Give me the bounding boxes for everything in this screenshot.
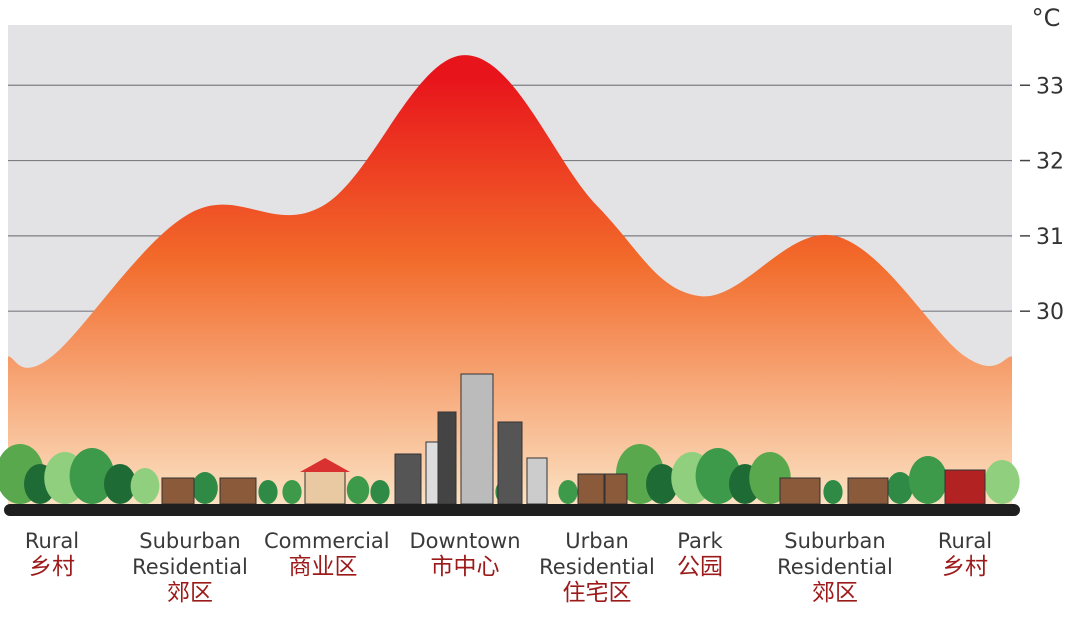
- building: [944, 469, 986, 505]
- tree: [646, 464, 678, 504]
- category-en: Downtown: [409, 529, 521, 553]
- building: [161, 477, 195, 505]
- tree: [370, 480, 390, 504]
- building: [779, 477, 821, 505]
- building: [437, 411, 457, 505]
- category-en: Suburban Residential: [777, 529, 893, 579]
- tree: [192, 472, 218, 504]
- building: [497, 421, 523, 505]
- category-en: Rural: [24, 529, 80, 553]
- category-zh: 住宅区: [562, 580, 632, 606]
- category-label: Rural 乡村: [0, 528, 117, 580]
- tree: [558, 480, 578, 504]
- tree: [887, 472, 913, 504]
- category-zh: 乡村: [29, 554, 75, 580]
- category-zh: 郊区: [167, 580, 213, 606]
- roof: [300, 458, 350, 472]
- building: [304, 469, 346, 505]
- category-zh: 公园: [677, 554, 723, 580]
- category-label: Urban Residential 住宅区: [532, 528, 662, 606]
- tree: [346, 476, 370, 504]
- tree: [282, 480, 302, 504]
- building: [847, 477, 889, 505]
- category-en: Rural: [937, 529, 993, 553]
- tree: [130, 468, 160, 504]
- category-en: Commercial: [264, 529, 390, 553]
- category-label: Suburban Residential 郊区: [125, 528, 255, 606]
- tree: [908, 456, 948, 504]
- building: [577, 473, 605, 505]
- building: [526, 457, 548, 505]
- ground: [4, 504, 1020, 516]
- y-tick-label: 31: [1036, 225, 1064, 250]
- y-unit: °C: [1032, 4, 1061, 32]
- category-zh: 乡村: [942, 554, 988, 580]
- category-en: Park: [677, 529, 723, 553]
- category-en: Urban Residential: [539, 529, 655, 579]
- category-label: Commercial 商业区: [258, 528, 390, 580]
- category-label: Downtown 市中心: [400, 528, 530, 580]
- category-label: Suburban Residential 郊区: [770, 528, 900, 606]
- tree: [823, 480, 843, 504]
- y-tick-label: 33: [1036, 74, 1064, 99]
- building: [394, 453, 422, 505]
- tree: [104, 464, 136, 504]
- category-zh: 商业区: [288, 554, 358, 580]
- building: [219, 477, 257, 505]
- tree: [695, 448, 741, 504]
- tree: [984, 460, 1020, 504]
- category-zh: 市中心: [430, 554, 500, 580]
- y-tick-label: 32: [1036, 150, 1064, 175]
- category-zh: 郊区: [812, 580, 858, 606]
- category-label: Rural 乡村: [900, 528, 1030, 580]
- building: [460, 373, 494, 505]
- heat-area: [8, 55, 1012, 507]
- y-tick-label: 30: [1036, 300, 1064, 325]
- tree: [258, 480, 278, 504]
- category-en: Suburban Residential: [132, 529, 248, 579]
- category-label: Park 公园: [635, 528, 765, 580]
- building: [604, 473, 628, 505]
- tree: [69, 448, 115, 504]
